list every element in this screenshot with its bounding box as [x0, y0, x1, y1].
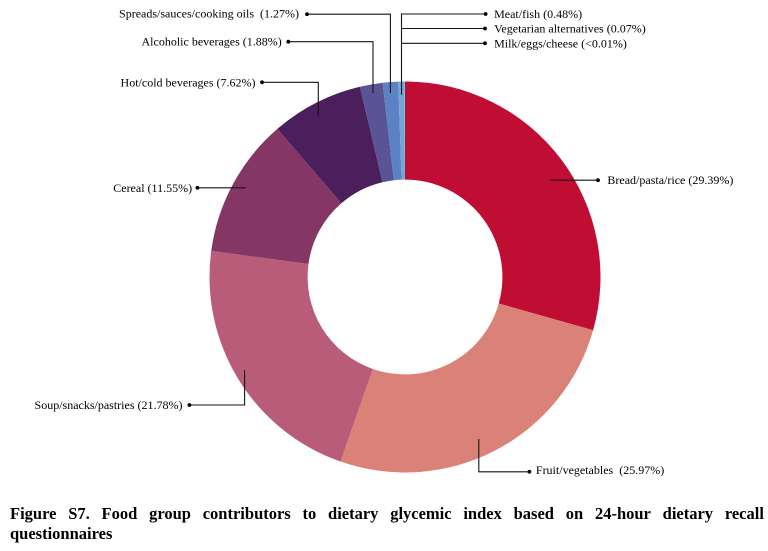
- svg-text:Vegetarian alternatives (0.07%: Vegetarian alternatives (0.07%): [494, 22, 646, 36]
- svg-text:Alcoholic beverages (1.88%): Alcoholic beverages (1.88%): [142, 35, 282, 49]
- svg-text:Bread/pasta/rice (29.39%): Bread/pasta/rice (29.39%): [607, 173, 733, 187]
- svg-text:Cereal (11.55%): Cereal (11.55%): [113, 181, 192, 195]
- svg-text:Hot/cold beverages (7.62%): Hot/cold beverages (7.62%): [121, 75, 256, 89]
- svg-text:Meat/fish (0.48%): Meat/fish (0.48%): [494, 7, 582, 21]
- svg-text:Spreads/sauces/cooking oils (: Spreads/sauces/cooking oils (1.27%): [119, 6, 299, 20]
- svg-text:Milk/eggs/cheese (<0.01%): Milk/eggs/cheese (<0.01%): [494, 36, 627, 50]
- svg-text:Soup/snacks/pastries (21.78%): Soup/snacks/pastries (21.78%): [35, 398, 183, 412]
- svg-text:Fruit/vegetables (25.97%): Fruit/vegetables (25.97%): [536, 463, 664, 477]
